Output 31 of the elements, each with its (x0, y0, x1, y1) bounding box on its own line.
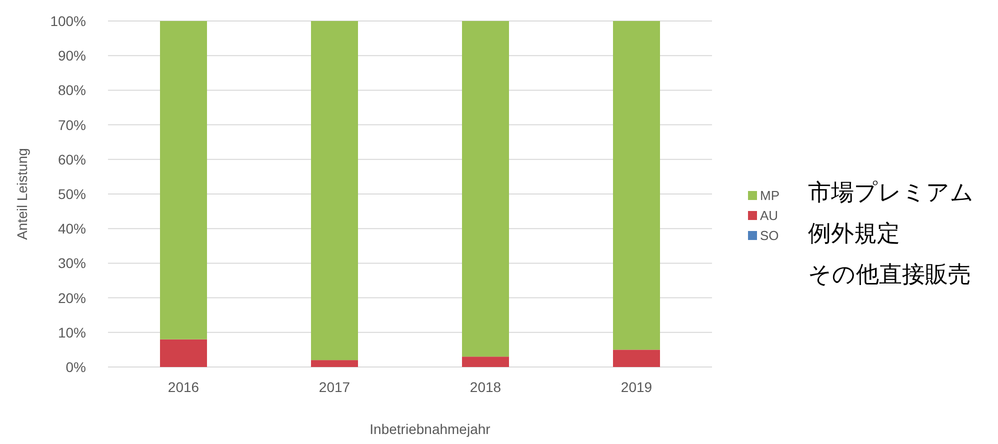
y-tick-label: 50% (58, 186, 86, 202)
x-axis-title: Inbetriebnahmejahr (370, 421, 491, 437)
text: その他直接販売 (808, 261, 971, 287)
x-tick-label: 2019 (620, 379, 652, 395)
bar (311, 360, 358, 367)
y-tick-label: 10% (58, 324, 86, 340)
x-tick-label: 2018 (470, 379, 502, 395)
x-tick-label: 2017 (318, 379, 350, 395)
y-tick-label: 20% (58, 290, 86, 306)
y-tick-label: 30% (58, 255, 86, 272)
bar (613, 21, 660, 350)
bar (311, 21, 358, 360)
bar (462, 21, 509, 357)
y-axis-title: Anteil Leistung (14, 148, 30, 240)
y-tick-label: 60% (58, 151, 86, 168)
legend-label: MP (760, 188, 780, 203)
y-tick-label: 0% (66, 359, 86, 375)
legend-label: SO (760, 228, 779, 243)
y-tick-label: 80% (58, 82, 86, 98)
bar (462, 356, 509, 367)
y-tick-label: 40% (58, 220, 86, 237)
legend-label: AU (760, 208, 778, 223)
text: 市場プレミアム (808, 179, 974, 205)
y-tick-label: 70% (58, 116, 86, 133)
text: 例外規定 (808, 220, 900, 246)
bar (613, 350, 660, 367)
bar (160, 21, 207, 340)
y-tick-label: 90% (58, 48, 86, 64)
bar (160, 339, 207, 367)
y-tick-label: 100% (50, 13, 86, 29)
x-tick-label: 2016 (168, 379, 200, 395)
